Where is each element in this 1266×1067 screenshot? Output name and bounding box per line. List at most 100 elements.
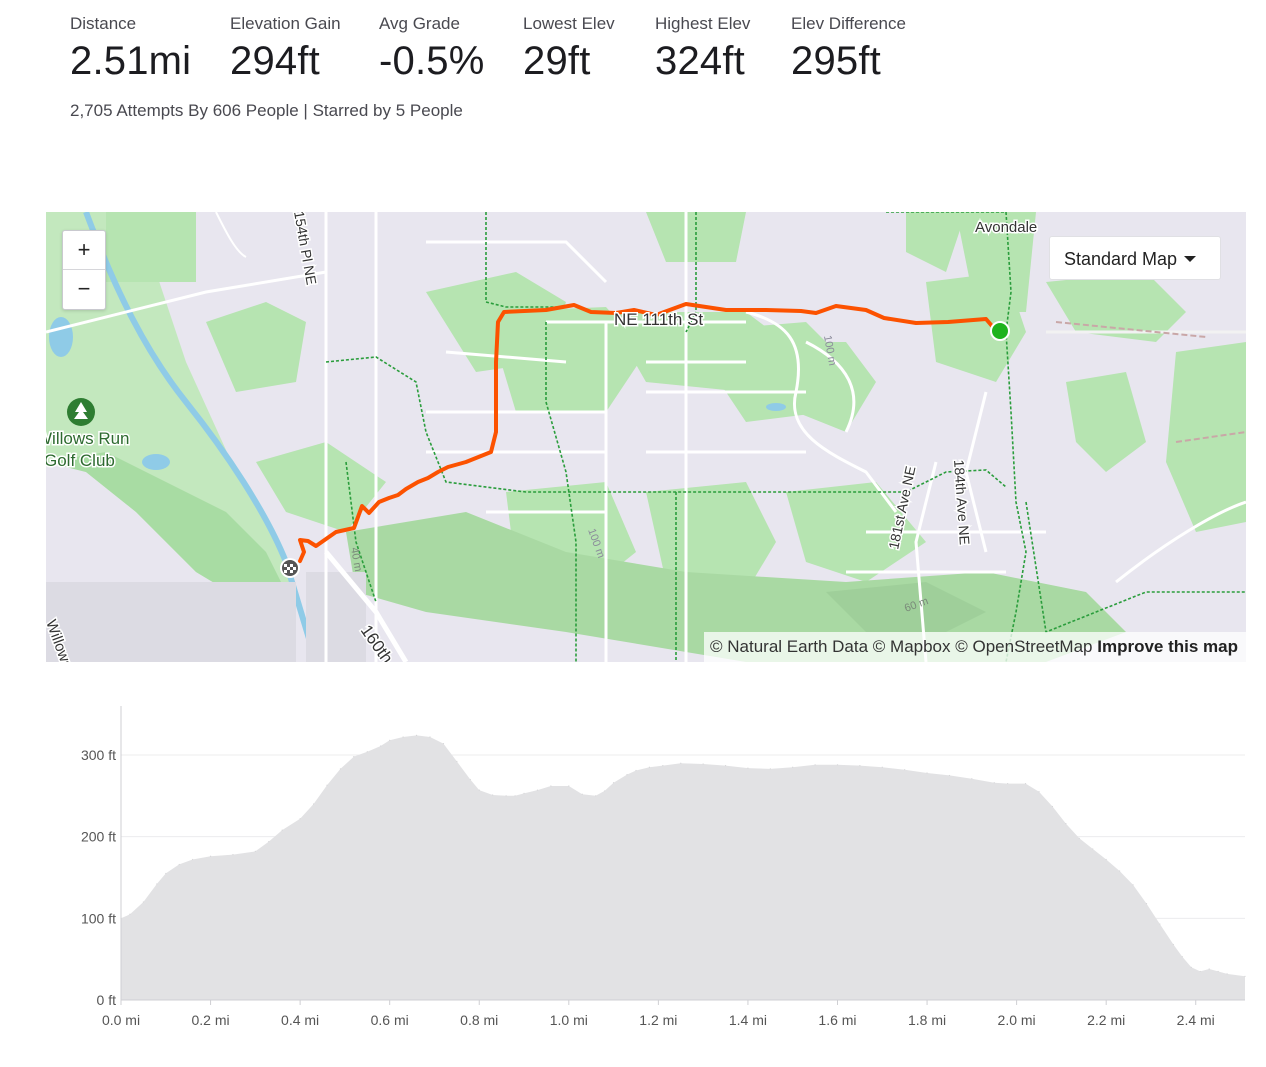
improve-map-link[interactable]: Improve this map (1097, 637, 1238, 656)
elevation-point (1208, 968, 1210, 970)
stat-distance: Distance 2.51mi (70, 14, 191, 84)
elevation-point (1065, 823, 1067, 825)
x-tick-label: 1.2 mi (639, 1012, 677, 1028)
elevation-point (604, 790, 606, 792)
label-golf-club-1: Willows Run (46, 429, 130, 448)
contour-label-100: 100 m (821, 334, 838, 366)
elevation-point (312, 803, 315, 805)
elevation-point (881, 766, 883, 768)
elevation-point (142, 901, 144, 903)
elevation-point (595, 795, 597, 797)
y-tick-label: 200 ft (81, 829, 116, 845)
x-tick-label: 2.2 mi (1087, 1012, 1125, 1028)
elevation-point (389, 739, 391, 741)
x-tick-label: 1.8 mi (908, 1012, 946, 1028)
elevation-point (680, 762, 682, 764)
stat-value: 324ft (655, 39, 745, 83)
finish-marker (280, 558, 300, 578)
elevation-point (523, 792, 525, 794)
zoom-out-button[interactable]: − (77, 276, 91, 301)
elevation-point (1226, 973, 1228, 975)
elevation-point (971, 778, 973, 780)
elevation-profile[interactable]: 0 ft 100 ft 200 ft 300 ft 0.0 mi 0.2 mi 0.4 mi… (0, 692, 1266, 1062)
label-ne-111th-st: NE 111th St (614, 310, 703, 329)
elevation-point (724, 765, 727, 767)
contour-label-40: 40 m (348, 546, 364, 572)
y-tick-label: 300 ft (81, 747, 116, 763)
map-canvas[interactable]: Avondale NE 111th St Willows Run Golf Cl… (46, 212, 1246, 662)
segment-route (298, 302, 994, 563)
elevation-point (192, 858, 194, 861)
elevation-point (469, 778, 471, 781)
elevation-point (505, 795, 507, 797)
stat-elev-difference: Elev Difference 295ft (791, 14, 906, 84)
elevation-point (926, 772, 928, 774)
elevation-point (402, 736, 404, 738)
elevation-point (456, 760, 458, 763)
elevation-point (635, 769, 637, 772)
map-type-dropdown[interactable]: Standard Map (1049, 236, 1221, 280)
elevation-point (380, 745, 382, 747)
attempts-summary: 2,705 Attempts By 606 People | Starred b… (70, 101, 463, 120)
elevation-point (478, 789, 480, 791)
x-tick-label: 0.2 mi (191, 1012, 229, 1028)
elevation-point (1217, 970, 1219, 973)
highway-160th (324, 550, 409, 662)
stat-value: 295ft (791, 39, 881, 83)
elevation-point (165, 872, 167, 875)
elevation-point (1024, 782, 1027, 785)
elevation-point (209, 855, 212, 857)
stat-value: 294ft (230, 39, 320, 83)
elevation-point (948, 774, 951, 777)
x-tick-label: 2.4 mi (1177, 1012, 1215, 1028)
elevation-point (836, 764, 839, 766)
elevation-point (792, 766, 794, 768)
elevation-point (1244, 975, 1246, 977)
elevation-point (178, 863, 180, 866)
elevation-point (1159, 923, 1161, 925)
elevation-point (1172, 943, 1174, 946)
elevation-chart: 0 ft 100 ft 200 ft 300 ft 0.0 mi 0.2 mi 0.4 mi… (81, 706, 1246, 1028)
streets (46, 212, 1246, 662)
stat-label: Highest Elev (655, 14, 751, 33)
segment-stats: Distance 2.51mi Elevation Gain 294ft Avg Gra… (70, 14, 970, 83)
label-154th-pl: 154th Pl NE (291, 212, 320, 286)
stat-label: Distance (70, 14, 137, 33)
elevation-point (415, 734, 418, 736)
stat-value: 29ft (523, 39, 591, 83)
elevation-point (904, 769, 906, 771)
x-tick-label: 0.6 mi (371, 1012, 409, 1028)
elevation-point (814, 764, 816, 766)
elevation-point (536, 789, 539, 791)
elevation-point (550, 785, 552, 787)
stat-highest-elev: Highest Elev 324ft (655, 14, 750, 84)
x-tick-label: 1.4 mi (729, 1012, 767, 1028)
y-tick-label: 100 ft (81, 910, 116, 926)
elevation-point (1199, 970, 1201, 973)
y-tick-label: 0 ft (97, 992, 117, 1008)
elevation-point (769, 768, 771, 770)
caret-down-icon (1184, 256, 1196, 262)
elevation-point (353, 756, 355, 758)
stat-label: Elevation Gain (230, 14, 341, 33)
elevation-point (1190, 966, 1192, 968)
elevation-point (702, 763, 704, 765)
stat-label: Elev Difference (791, 14, 906, 33)
stat-label: Lowest Elev (523, 14, 615, 33)
elevation-point (747, 767, 749, 769)
elevation-point (1007, 782, 1009, 785)
x-tick-label: 2.0 mi (998, 1012, 1036, 1028)
elevation-area (121, 735, 1245, 1000)
zoom-in-button[interactable]: + (63, 231, 105, 270)
built-areas (46, 572, 366, 662)
elevation-point (281, 829, 283, 831)
label-golf-club-2: Golf Club (46, 451, 115, 470)
stat-value: -0.5% (379, 39, 485, 83)
x-tick-label: 1.0 mi (550, 1012, 588, 1028)
segment-map[interactable]: Avondale NE 111th St Willows Run Golf Cl… (46, 212, 1246, 662)
elevation-point (1038, 791, 1040, 793)
x-tick-label: 0.4 mi (281, 1012, 319, 1028)
elevation-point (1105, 858, 1107, 861)
elevation-point (254, 850, 256, 852)
stat-elevation-gain: Elevation Gain 294ft (230, 14, 341, 84)
